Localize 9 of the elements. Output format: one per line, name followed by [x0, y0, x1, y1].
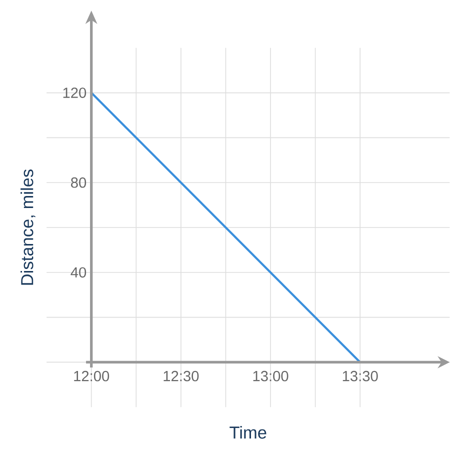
x-axis-title: Time — [230, 426, 266, 439]
x-tick-label: 13:00 — [253, 370, 288, 382]
y-axis-title: Distance, miles — [20, 170, 36, 285]
y-tick-label: 120 — [64, 88, 86, 98]
x-tick-label: 12:30 — [164, 370, 199, 382]
x-tick-label: 12:00 — [74, 370, 110, 382]
y-tick-label: 40 — [70, 267, 86, 278]
y-tick-label: 80 — [71, 177, 86, 188]
x-tick-label: 13:30 — [343, 370, 378, 382]
